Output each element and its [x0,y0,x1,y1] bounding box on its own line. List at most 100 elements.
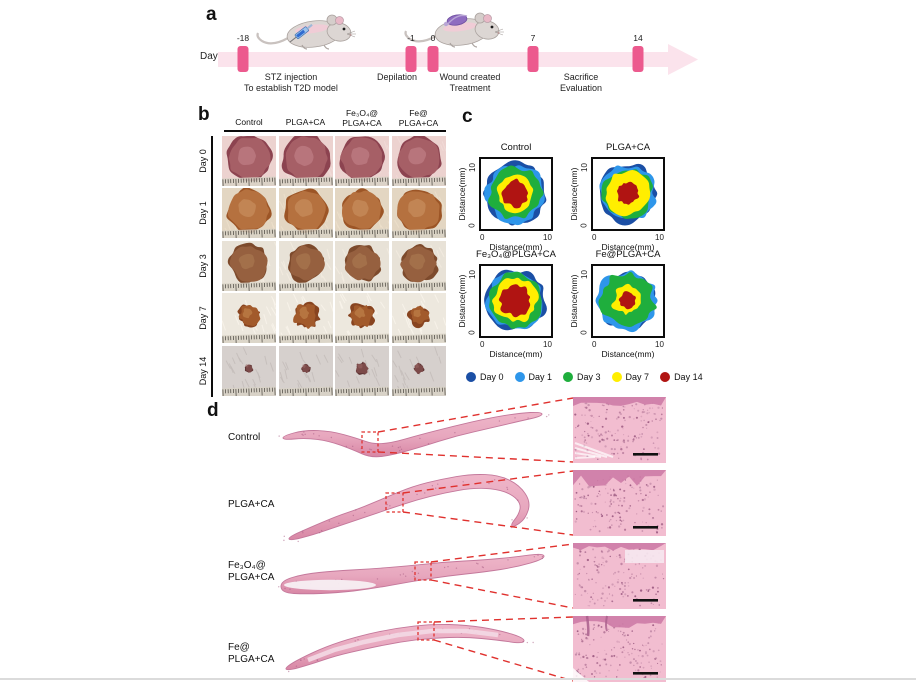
ruler-strip [222,281,276,291]
wound-photo [391,240,446,291]
histology-row [278,543,666,609]
legend-item: Day 1 [514,372,552,382]
adipose-region [284,579,376,591]
plot-area [479,157,553,231]
ruler-strip [335,333,389,344]
row-label: Day 14 [198,356,208,385]
leader-line-top [402,470,574,494]
timeline-graphic [218,12,698,75]
x-tick-low: 0 [592,340,597,349]
histology-row-label: PLGA+CA [228,499,275,510]
wound-photo [278,345,333,396]
wound-photo [278,240,333,291]
epidermis-band [573,397,666,407]
contour-layer-day-14 [501,178,528,209]
tissue-section [280,553,545,595]
timeline-tick-label: 0 [430,33,436,43]
leader-line-top [377,397,574,433]
ruler-strip [391,228,446,239]
contour-svg [599,163,658,226]
timeline-event-line: STZ injection [264,72,318,82]
legend-label: Day 3 [577,372,601,382]
ruler-strip [278,333,333,344]
ruler-strip [335,386,389,396]
wound-photo [222,345,276,396]
column-header-line: Fe@ [409,108,428,118]
wound-photo [278,136,333,186]
histology-row [285,615,666,682]
column-header-line: Fe₃O₄@ [345,108,379,118]
panel-d-label: d [207,400,219,421]
timeline-event-label: Wound created Treatment [405,72,535,93]
scale-bar [633,526,658,529]
wound-photo [391,188,446,239]
timeline-event-label: Depilation [332,72,462,83]
wound-photo [222,293,276,344]
column-header-line: PLGA+CA [285,117,326,127]
leader-line-bottom [430,579,574,609]
wound-photo [278,293,333,344]
contour-svg [483,160,547,226]
zoom-inset [573,470,666,536]
ruler-strip [222,176,276,186]
x-tick-high: 10 [543,340,552,349]
ruler-strip [222,386,276,396]
leader-line-bottom [402,511,574,536]
epidermis-band [573,470,666,487]
legend-color-dot [466,372,476,382]
mouse-with-dressing-icon [404,12,504,48]
wound-photo [335,136,389,186]
tissue-section [282,411,543,458]
ruler-strip [335,176,389,186]
plot-title: PLGA+CA [605,142,651,153]
header-underline [224,130,446,132]
scale-bar [633,672,658,675]
legend-label: Day 0 [480,372,504,382]
y-axis-label: Distance(mm) [569,167,579,221]
y-tick-low: 0 [467,223,477,228]
x-tick-low: 0 [480,233,485,242]
timeline-tick-label: 14 [633,33,643,43]
x-tick-high: 10 [543,233,552,242]
x-tick-low: 0 [592,233,597,242]
wound-photo [278,188,333,239]
plot-title: Control [500,142,532,153]
y-tick-high: 10 [467,163,477,172]
plot-area [479,264,553,338]
timeline-event-label: Sacrifice Evaluation [516,72,646,93]
contour-layer-day-14 [617,181,640,205]
panel-b-label: b [198,104,210,125]
histology-row-label: PLGA+CA [228,654,275,665]
roi-box [385,492,404,513]
roi-box [361,431,379,453]
y-tick-low: 0 [579,330,589,335]
wound-photo [335,188,389,239]
tissue-section [285,623,525,671]
column-header: Fe₃O₄@ PLGA+CA [317,108,407,128]
ruler-strip [278,386,333,396]
row-label: Day 7 [198,306,208,330]
wound-photo [391,136,446,186]
panel-a-label: a [206,4,217,25]
contour-svg [595,270,658,333]
row-label: Day 0 [198,149,208,173]
leader-line-bottom [433,639,574,682]
wound-photo [391,293,446,344]
histology-row-label: PLGA+CA [228,572,275,583]
legend-item: Day 7 [611,372,649,382]
wound-photo [222,240,276,291]
column-header-line: PLGA+CA [398,117,439,128]
legend-color-dot [563,372,574,382]
y-tick-low: 0 [579,223,589,228]
ruler-strip [278,228,333,239]
ruler-strip [335,228,389,239]
zoom-inset [573,397,666,463]
x-axis-label: Distance(mm) [489,242,543,252]
timeline-tick-label: 7 [530,33,536,43]
ruler-strip [391,281,446,291]
column-header-line: PLGA+CA [342,117,382,128]
timeline-day-axis-label: Day [200,51,218,62]
histology-row-label: Fe₃O₄@ [228,560,266,571]
timeline-marker-day--1 [405,46,417,72]
timeline-event-line: Depilation [376,72,418,82]
